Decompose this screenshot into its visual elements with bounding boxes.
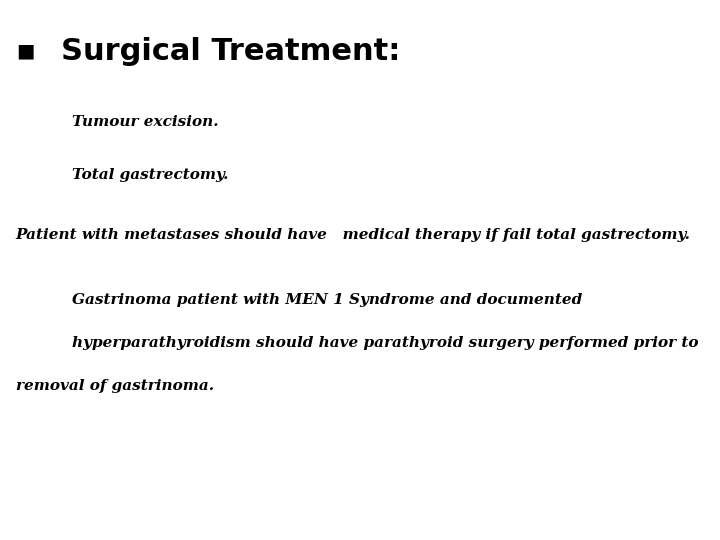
Text: Gastrinoma patient with MEN 1 Syndrome and documented: Gastrinoma patient with MEN 1 Syndrome a…: [72, 293, 582, 307]
Text: Patient with metastases should have   medical therapy if fail total gastrectomy.: Patient with metastases should have medi…: [16, 228, 690, 242]
Text: hyperparathyroidism should have parathyroid surgery performed prior to: hyperparathyroidism should have parathyr…: [72, 336, 698, 350]
Text: ■: ■: [16, 42, 35, 61]
Text: Surgical Treatment:: Surgical Treatment:: [61, 37, 400, 66]
Text: Tumour excision.: Tumour excision.: [72, 114, 218, 129]
Text: removal of gastrinoma.: removal of gastrinoma.: [16, 379, 214, 393]
Text: Total gastrectomy.: Total gastrectomy.: [72, 168, 228, 183]
